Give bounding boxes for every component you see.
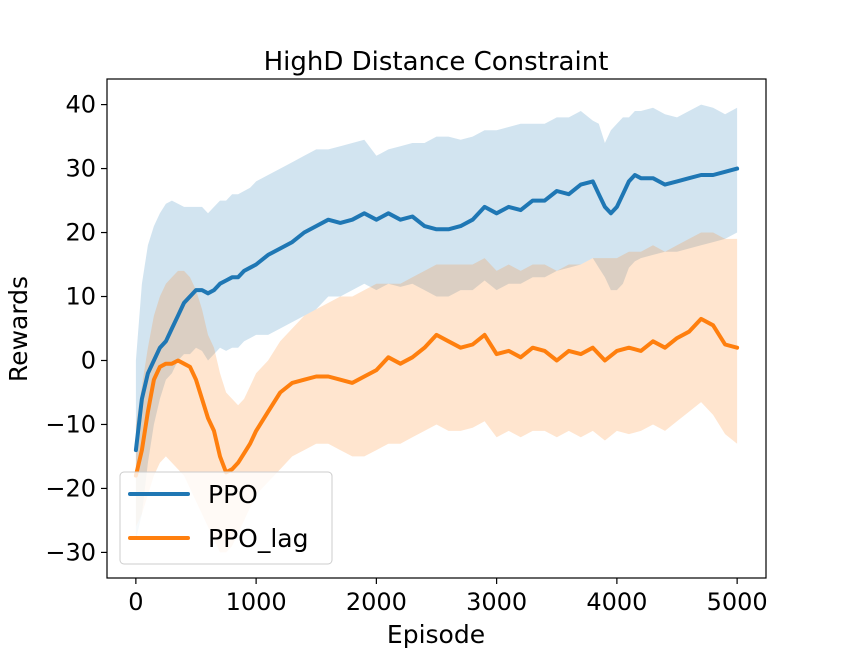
y-tick-label: 40 xyxy=(65,91,96,119)
y-tick-label: 30 xyxy=(65,155,96,183)
series-lines xyxy=(133,166,740,478)
x-tick-label: 1000 xyxy=(226,588,287,616)
x-tick-label: 2000 xyxy=(346,588,407,616)
confidence-bands xyxy=(135,104,738,553)
chart-title: HighD Distance Constraint xyxy=(264,47,609,77)
y-axis-title: Rewards xyxy=(4,276,33,382)
x-tick-label: 4000 xyxy=(586,588,647,616)
y-axis-ticks: −30 −20 −10 0 10 20 30 40 xyxy=(45,91,107,566)
legend-label-ppo: PPO xyxy=(208,480,258,509)
legend-label-ppo-lag: PPO_lag xyxy=(208,524,308,553)
x-tick-label: 0 xyxy=(128,588,143,616)
y-tick-label: −30 xyxy=(45,538,96,566)
x-axis-ticks: 0 1000 2000 3000 4000 5000 xyxy=(128,578,768,616)
series-line-ppo-lag xyxy=(133,316,740,478)
confidence-band-ppo xyxy=(135,104,738,540)
y-tick-label: −10 xyxy=(45,410,96,438)
plot-area-frame xyxy=(106,78,767,579)
x-tick-label: 3000 xyxy=(466,588,527,616)
y-tick-label: −20 xyxy=(45,474,96,502)
y-tick-label: 10 xyxy=(65,283,96,311)
y-tick-label: 20 xyxy=(65,219,96,247)
legend: PPO PPO_lag xyxy=(119,471,333,565)
x-tick-label: 5000 xyxy=(707,588,768,616)
x-axis-title: Episode xyxy=(387,620,485,649)
series-line-ppo xyxy=(133,166,740,453)
y-tick-label: 0 xyxy=(81,346,96,374)
confidence-band-ppo-lag xyxy=(135,232,738,553)
